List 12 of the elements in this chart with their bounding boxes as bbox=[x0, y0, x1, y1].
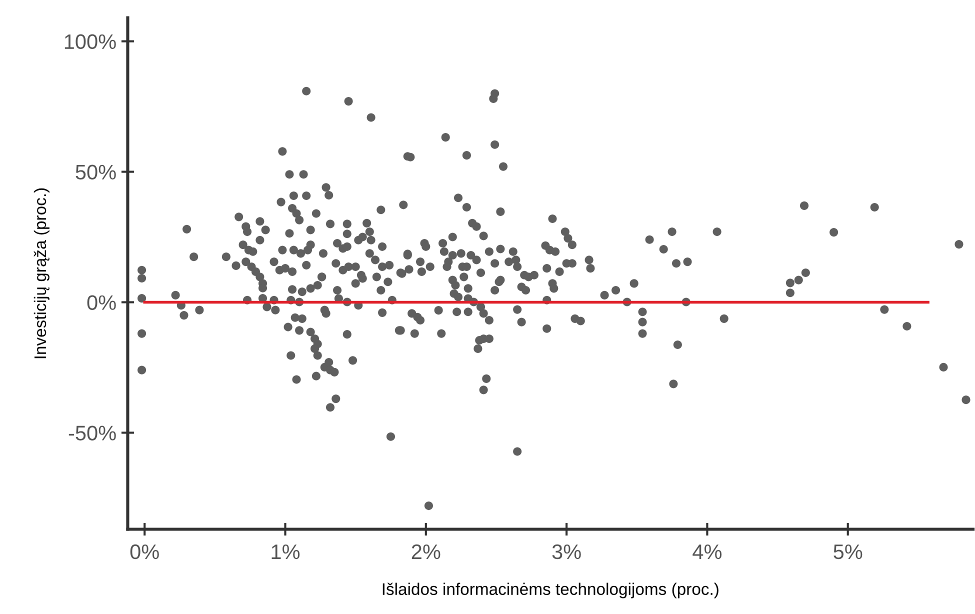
y-axis-title: Investicijų grąža (proc.) bbox=[34, 188, 50, 358]
x-tick-label: 2% bbox=[412, 544, 440, 560]
x-tick-label: 5% bbox=[834, 544, 862, 560]
x-axis-title: Išlaidos informacinėms technologijoms (proc.) bbox=[382, 582, 718, 598]
y-tick-label: -50% bbox=[68, 426, 116, 440]
x-tick-label: 4% bbox=[692, 544, 722, 560]
x-tick-label: 0% bbox=[130, 544, 159, 560]
y-tick-label: 100% bbox=[64, 34, 116, 50]
x-tick-label: 3% bbox=[552, 544, 581, 560]
x-tick-label: 1% bbox=[272, 544, 300, 560]
y-tick-label: 50% bbox=[76, 164, 116, 180]
y-tick-label: 0% bbox=[87, 295, 116, 310]
